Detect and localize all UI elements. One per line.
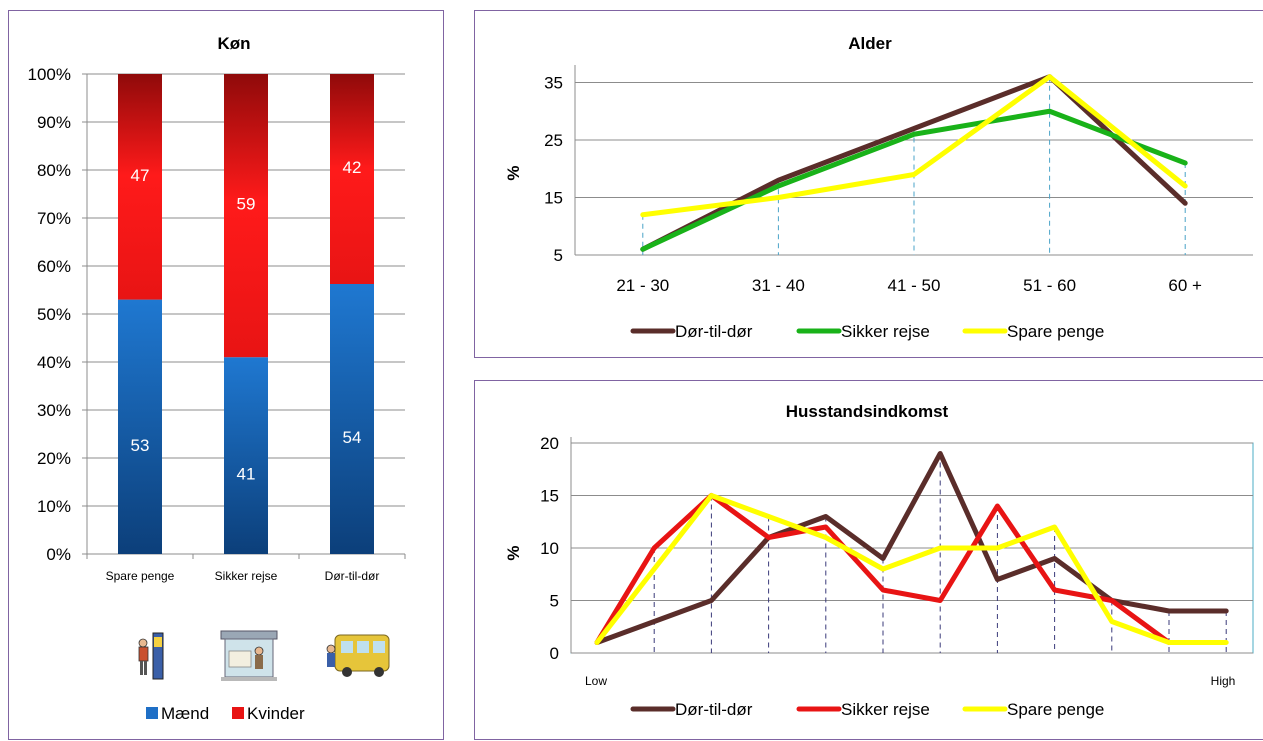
alder-legend-label: Sikker rejse	[841, 322, 930, 341]
alder-legend-label: Dør-til-dør	[675, 322, 753, 341]
kon-x-tick-label: Sikker rejse	[215, 569, 278, 583]
kon-data-label: 41	[237, 465, 256, 484]
chart-panel-alder: Alder % 5 15 25 35 21 - 30 31 - 40 41 - 50 51 -…	[474, 10, 1263, 358]
kon-x-tick-label: Spare penge	[106, 569, 175, 583]
husstandsindkomst-y-tick-label: 15	[540, 487, 559, 506]
kon-y-tick-label: 10%	[37, 497, 71, 516]
kon-chart-title: Køn	[217, 34, 250, 53]
kon-y-tick-label: 90%	[37, 113, 71, 132]
kon-bar-maend	[224, 357, 268, 554]
husstandsindkomst-legend-label: Sikker rejse	[841, 700, 930, 719]
alder-x-tick-label: 31 - 40	[752, 276, 805, 295]
person-boarding-bus-icon	[326, 634, 390, 677]
kon-legend-label: Mænd	[161, 704, 209, 723]
kon-bar-maend	[118, 299, 162, 554]
kon-bar-kvinder	[330, 74, 374, 284]
kon-y-tick-label: 0%	[46, 545, 71, 564]
husstandsindkomst-y-tick-label: 20	[540, 434, 559, 453]
kon-data-label: 42	[343, 158, 362, 177]
husstandsindkomst-x-low-label: Low	[585, 674, 607, 688]
person-with-ticket-machine-icon	[138, 632, 164, 680]
kon-data-label: 53	[131, 436, 150, 455]
kon-legend-label: Kvinder	[247, 704, 305, 723]
alder-y-tick-label: 35	[544, 74, 563, 93]
alder-chart-title: Alder	[848, 34, 892, 53]
alder-y-axis-label: %	[504, 165, 523, 180]
kon-legend-swatch	[146, 707, 158, 719]
husstandsindkomst-y-tick-label: 5	[550, 592, 559, 611]
alder-x-tick-label: 60 +	[1168, 276, 1202, 295]
husstandsindkomst-series-line	[594, 493, 1172, 645]
kon-y-tick-label: 100%	[28, 65, 71, 84]
kon-y-tick-label: 40%	[37, 353, 71, 372]
kon-y-tick-label: 80%	[37, 161, 71, 180]
kon-legend-swatch	[232, 707, 244, 719]
husstandsindkomst-series-line	[594, 493, 1229, 645]
husstandsindkomst-chart-title: Husstandsindkomst	[786, 402, 949, 421]
husstandsindkomst-y-tick-label: 0	[550, 644, 559, 663]
kon-bar-kvinder	[224, 74, 268, 358]
kon-y-tick-label: 30%	[37, 401, 71, 420]
kon-data-label: 54	[343, 428, 362, 447]
husstandsindkomst-y-tick-label: 10	[540, 539, 559, 558]
kon-y-tick-label: 20%	[37, 449, 71, 468]
kon-data-label: 47	[131, 166, 150, 185]
kon-bar-maend	[330, 284, 374, 554]
kon-y-tick-label: 60%	[37, 257, 71, 276]
alder-chart: Alder % 5 15 25 35 21 - 30 31 - 40 41 - 50 51 -…	[504, 34, 1253, 341]
bus-stop-shelter-icon	[220, 630, 278, 681]
kon-x-tick-label: Dør-til-dør	[325, 569, 380, 583]
husstandsindkomst-y-axis-label: %	[504, 545, 523, 560]
husstandsindkomst-legend-label: Spare penge	[1007, 700, 1104, 719]
alder-x-tick-label: 21 - 30	[616, 276, 669, 295]
alder-x-tick-label: 51 - 60	[1023, 276, 1076, 295]
husstandsindkomst-chart: Husstandsindkomst % 0 5 10 15 20 Low High Dør-…	[504, 402, 1254, 719]
kon-y-tick-label: 70%	[37, 209, 71, 228]
kon-data-label: 59	[237, 195, 256, 214]
chart-panel-kon: Køn 0% 10% 20% 30% 40% 50% 60% 70% 80% 90% 100% 53…	[8, 10, 444, 740]
chart-panel-husstandsindkomst: Husstandsindkomst % 0 5 10 15 20 Low High Dør-…	[474, 380, 1263, 740]
alder-series-line	[640, 74, 1188, 218]
alder-x-tick-label: 41 - 50	[888, 276, 941, 295]
kon-chart: Køn 0% 10% 20% 30% 40% 50% 60% 70% 80% 90% 100% 53…	[28, 34, 406, 723]
alder-series-line	[640, 108, 1188, 252]
alder-y-tick-label: 5	[554, 246, 563, 265]
alder-y-tick-label: 25	[544, 131, 563, 150]
husstandsindkomst-x-high-label: High	[1211, 674, 1236, 688]
kon-y-tick-label: 50%	[37, 305, 71, 324]
husstandsindkomst-series-line	[594, 451, 1229, 645]
alder-legend-label: Spare penge	[1007, 322, 1104, 341]
husstandsindkomst-legend-label: Dør-til-dør	[675, 700, 753, 719]
alder-y-tick-label: 15	[544, 189, 563, 208]
kon-bar-kvinder	[118, 74, 162, 300]
